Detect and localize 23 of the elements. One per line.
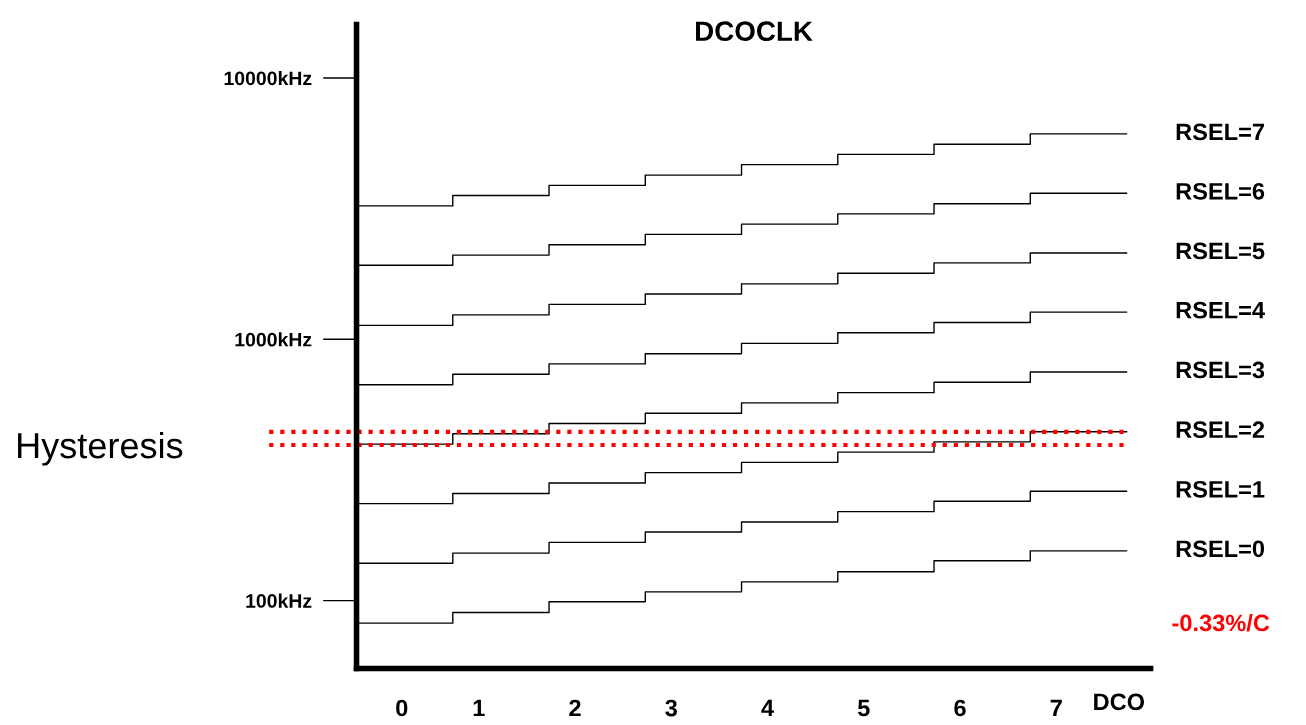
x-tick-label: 3	[665, 699, 677, 717]
text: RSEL=4	[1176, 301, 1265, 319]
y-tick-label: 100kHz	[246, 593, 312, 608]
x-tick-label: 7	[1050, 699, 1062, 717]
text: RSEL=7	[1176, 123, 1264, 141]
text: RSEL=0	[1176, 540, 1265, 558]
text: RSEL=2	[1176, 421, 1265, 439]
y-tick-label: 1000kHz	[235, 332, 312, 347]
x-tick-label: 6	[954, 699, 966, 717]
text: RSEL=6	[1176, 182, 1265, 200]
x-tick-label: 2	[569, 699, 581, 717]
text: -0.33%/C	[1172, 613, 1270, 632]
x-tick-label: 1	[473, 699, 485, 717]
y-tick-label: 10000kHz	[224, 70, 312, 86]
x-axis-title: DCO	[1094, 693, 1145, 711]
x-tick-label: 4	[761, 699, 774, 717]
text: RSEL=3	[1176, 361, 1265, 379]
text: RSEL=1	[1176, 480, 1265, 498]
x-tick-label: 5	[857, 699, 870, 717]
text: RSEL=5	[1176, 242, 1265, 260]
x-tick-label: 0	[396, 699, 408, 717]
chart-title: DCOCLK	[696, 21, 813, 42]
ref-line-label: Hysteresis	[18, 431, 183, 466]
